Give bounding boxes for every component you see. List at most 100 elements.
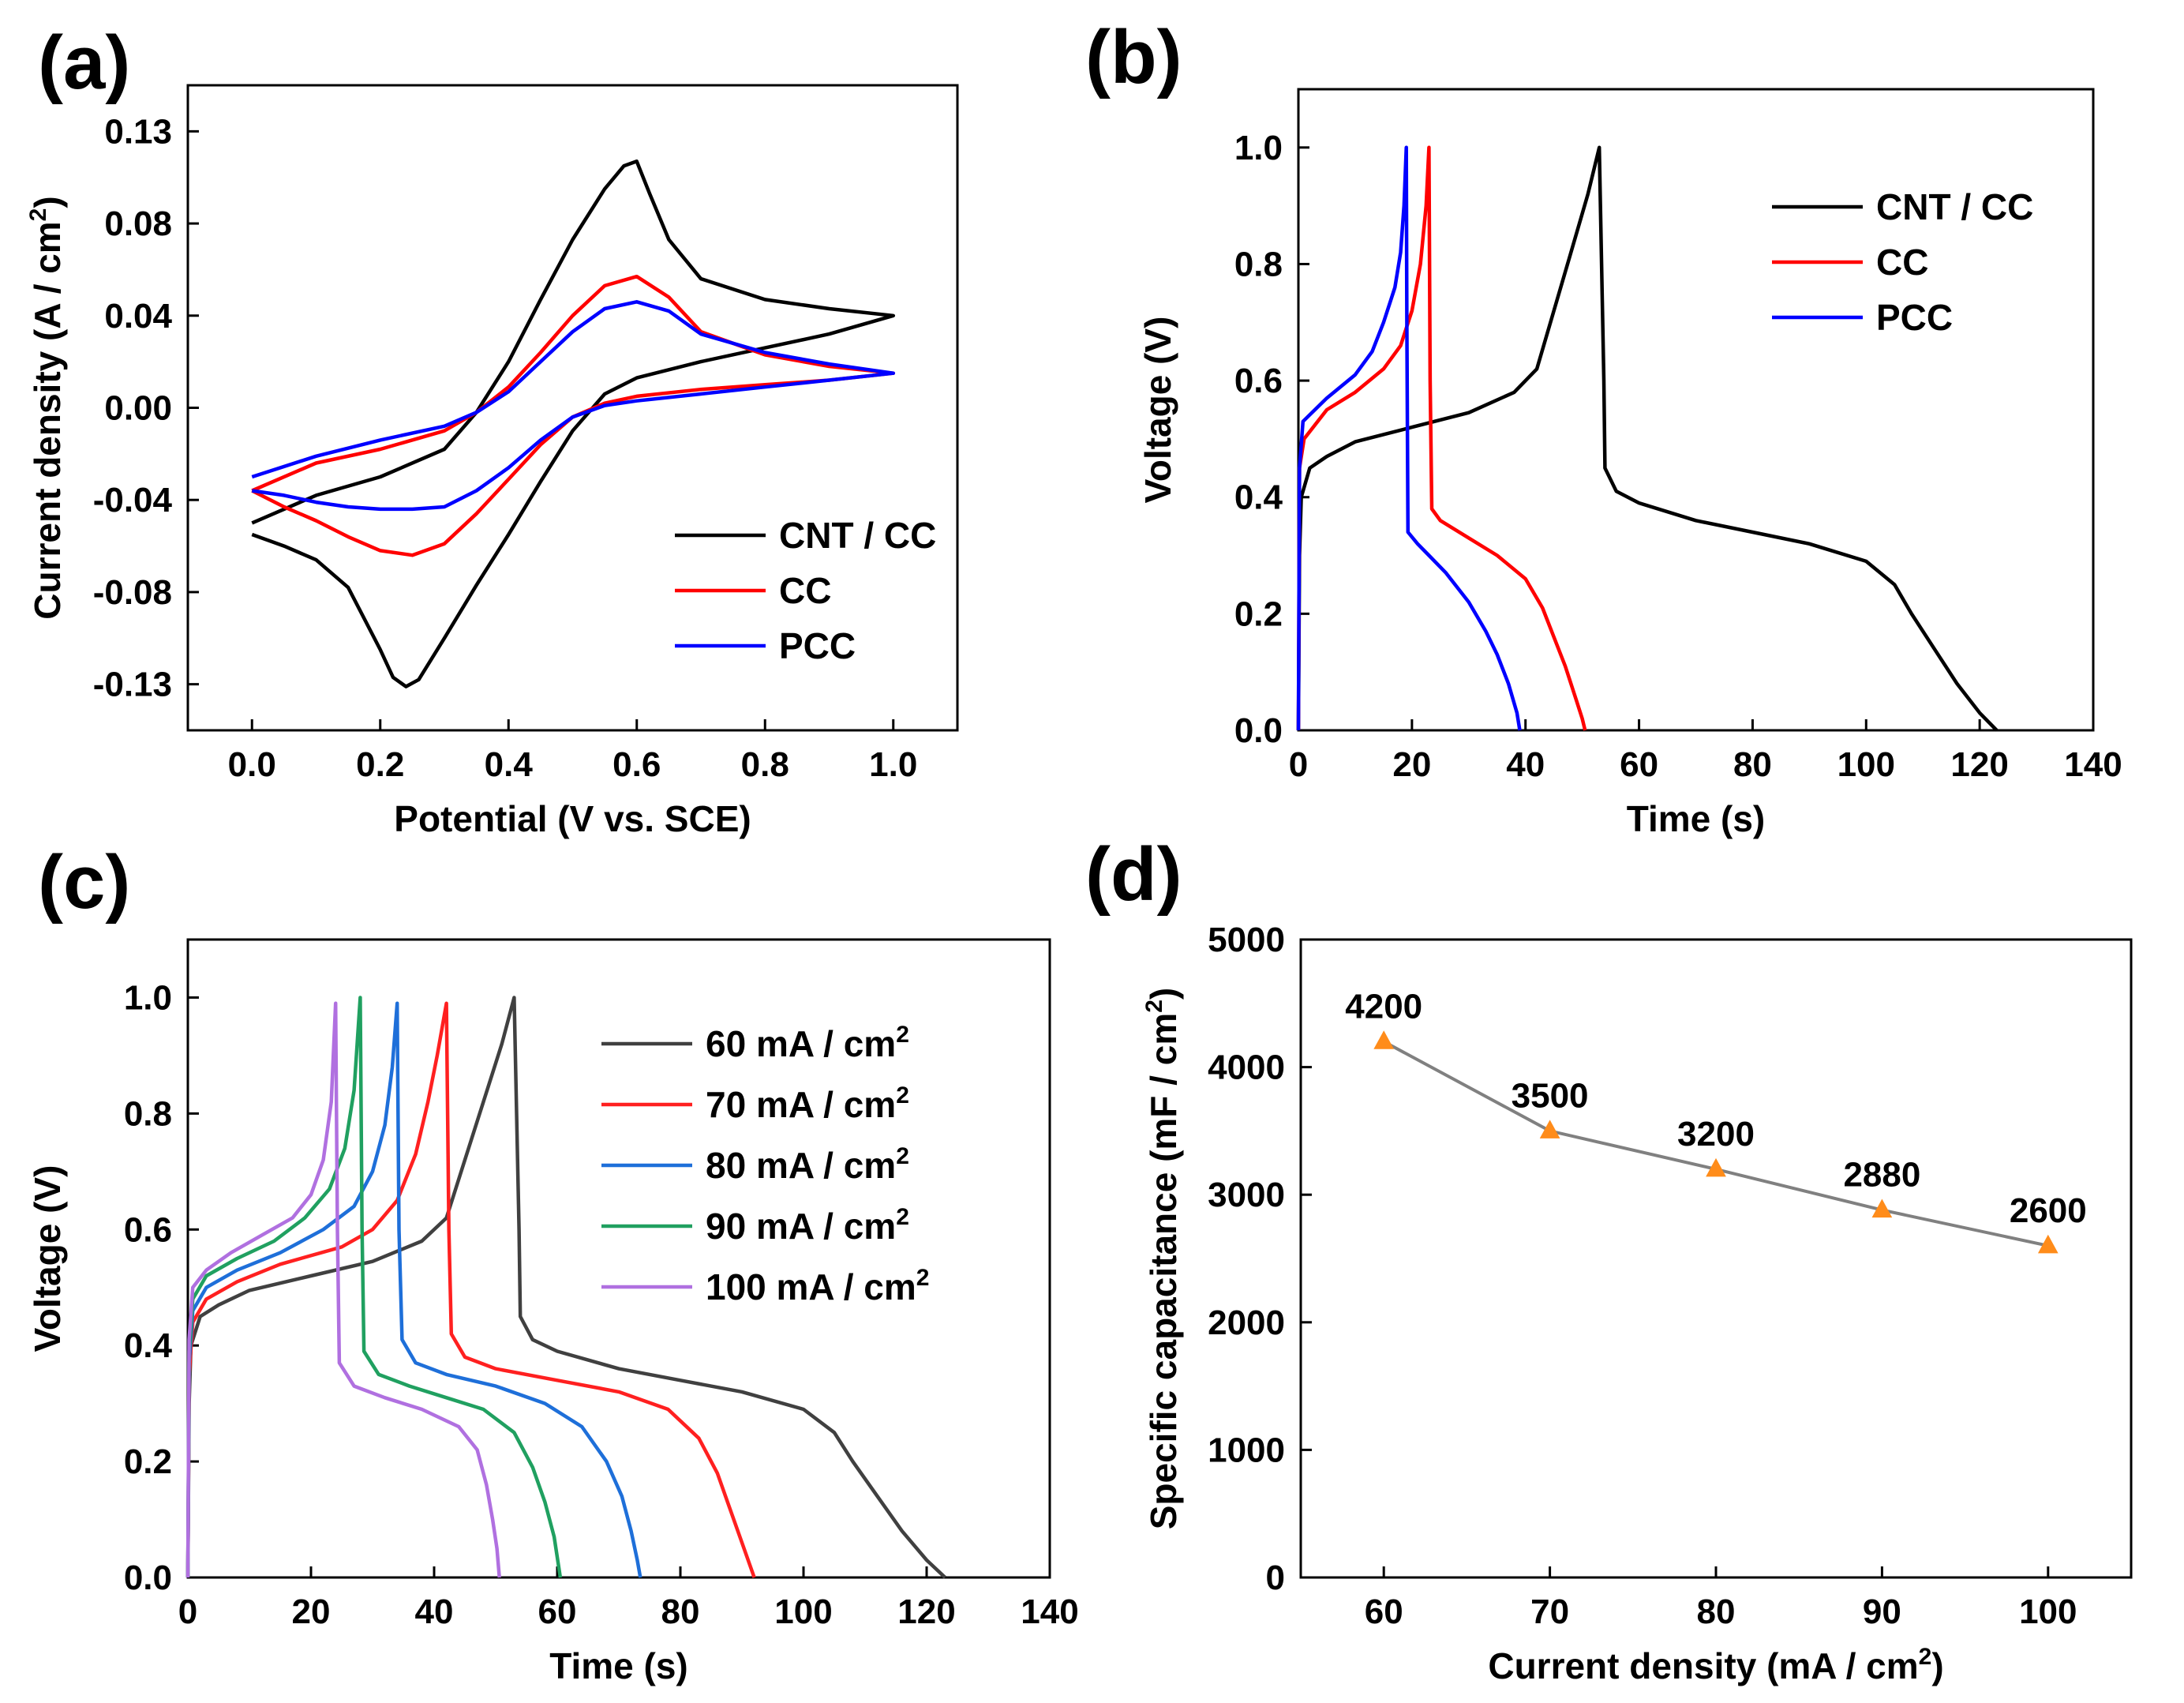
legend-label-c-3: 90 mA / cm2	[706, 1204, 909, 1247]
x-tick-label: 120	[897, 1592, 955, 1631]
x-axis-title-d-sup: 2	[1919, 1644, 1932, 1670]
capacitance-value-label: 2880	[1843, 1156, 1920, 1195]
y-tick-label: 0.8	[124, 1094, 172, 1133]
x-tick-label: 100	[2019, 1592, 2077, 1631]
x-axis-title-d: Current density (mA / cm2)	[1488, 1644, 1943, 1686]
plot-frame-c	[186, 938, 1051, 1579]
series-line-c-3	[185, 996, 563, 1578]
x-tick-label: 60	[1365, 1592, 1403, 1631]
y-tick-label: 0.4	[124, 1326, 173, 1365]
x-tick-label: 90	[1863, 1592, 1901, 1631]
y-tick-label: 0.08	[104, 204, 172, 243]
y-axis-title-d-end: )	[1143, 988, 1184, 1000]
legend-label-a-2: PCC	[779, 625, 856, 666]
y-tick-label: 0.2	[124, 1442, 172, 1481]
capacitance-value-label: 2600	[2010, 1191, 2087, 1230]
legend-label-c-1-sup: 2	[896, 1082, 909, 1108]
capacitance-value-label: 3500	[1512, 1076, 1589, 1115]
y-axis-title-c-base: Voltage (V)	[27, 1165, 68, 1352]
panel-label-d: (d)	[1085, 832, 1182, 917]
legend-label-c-0-sup: 2	[896, 1022, 909, 1048]
legend-label-c-2-base: 80 mA / cm	[706, 1145, 896, 1186]
legend-label-a-0-base: CNT / CC	[779, 515, 936, 556]
x-tick-label: 0.8	[741, 745, 789, 784]
capacitance-value-label: 3200	[1677, 1115, 1755, 1153]
series-line-c-1	[185, 1001, 756, 1578]
y-tick-label: 1.0	[1234, 129, 1283, 167]
x-tick-label: 0	[178, 1592, 197, 1631]
y-tick-label: -0.13	[93, 666, 172, 704]
y-axis-title-b: Voltage (V)	[1137, 317, 1178, 504]
legend-label-b-2-base: PCC	[1876, 297, 1953, 338]
x-axis-title-d-end: )	[1931, 1645, 1943, 1686]
legend-label-c-3-base: 90 mA / cm	[706, 1206, 896, 1247]
capacitance-marker	[1706, 1157, 1726, 1177]
series-line-c-4	[185, 1001, 501, 1578]
x-axis-title-a-base: Potential (V vs. SCE)	[394, 798, 751, 839]
panel-a: (a) 0.0 0.2 0.4 0.6 0.8 1.0 0.13 0.08 0.04 0.00 -0.…	[25, 21, 959, 839]
legend-label-c-4: 100 mA / cm2	[706, 1265, 929, 1307]
x-tick-label: 60	[538, 1592, 577, 1631]
x-tick-label: 20	[292, 1592, 331, 1631]
x-tick-label: 70	[1530, 1592, 1569, 1631]
x-tick-label: 1.0	[869, 745, 917, 784]
y-axis-title-b-base: Voltage (V)	[1137, 317, 1178, 504]
x-tick-label: 80	[1697, 1592, 1736, 1631]
legend-label-a-1-base: CC	[779, 570, 831, 611]
capacitance-marker	[2037, 1234, 2059, 1254]
legend-label-c-0: 60 mA / cm2	[706, 1022, 909, 1064]
x-tick-label: 0.0	[228, 745, 276, 784]
x-tick-label: 120	[1950, 745, 2008, 784]
x-tick-label: 100	[1837, 745, 1895, 784]
x-axis-title-b: Time (s)	[1627, 798, 1766, 839]
y-axis-title-c: Voltage (V)	[27, 1165, 68, 1352]
x-tick-label: 140	[1021, 1592, 1078, 1631]
panel-b: (b) 0 20 40 60 80 100 120 140 0.0 0.2 0.4 0.6 0.8 1.0 T…	[1085, 15, 2122, 839]
x-tick-label: 100	[774, 1592, 832, 1631]
legend-label-c-4-sup: 2	[916, 1265, 930, 1291]
x-axis-title-d-base: Current density (mA / cm	[1488, 1645, 1918, 1686]
x-tick-label: 40	[415, 1592, 454, 1631]
y-tick-label: 0.6	[124, 1210, 172, 1249]
x-tick-label: 0.6	[612, 745, 661, 784]
legend-label-b-1: CC	[1876, 242, 1928, 283]
legend-label-b-2: PCC	[1876, 297, 1953, 338]
legend-label-b-1-base: CC	[1876, 242, 1928, 283]
series-line-b-1	[1296, 145, 1587, 731]
legend-label-b-0: CNT / CC	[1876, 186, 2033, 227]
y-axis-title-d: Specific capacitance (mF / cm2)	[1141, 988, 1184, 1530]
legend-label-a-0: CNT / CC	[779, 515, 936, 556]
x-tick-label: 80	[1733, 745, 1772, 784]
y-tick-label: 0.04	[104, 297, 172, 336]
x-tick-label: 140	[2064, 745, 2122, 784]
y-tick-label: 0.4	[1234, 478, 1283, 517]
capacitance-value-label: 4200	[1345, 987, 1422, 1026]
panel-label-a: (a)	[38, 21, 130, 105]
y-tick-label: 0.8	[1234, 245, 1283, 283]
y-tick-label: -0.08	[93, 573, 172, 612]
y-tick-label: 4000	[1208, 1048, 1285, 1087]
x-tick-label: 20	[1392, 745, 1431, 784]
legend-label-a-2-base: PCC	[779, 625, 856, 666]
y-tick-label: 5000	[1208, 921, 1285, 959]
capacitance-marker	[1373, 1030, 1395, 1049]
y-tick-label: 1000	[1208, 1431, 1285, 1469]
panel-label-b: (b)	[1085, 15, 1182, 99]
series-line-a-0	[251, 159, 896, 688]
legend-label-c-2-sup: 2	[896, 1143, 909, 1169]
y-axis-title-a-end: )	[27, 196, 68, 208]
x-axis-title-c: Time (s)	[549, 1645, 688, 1686]
legend-label-c-3-sup: 2	[896, 1204, 909, 1230]
x-tick-label: 40	[1506, 745, 1545, 784]
y-axis-title-a: Current density (A / cm2)	[25, 196, 68, 619]
x-axis-title-a: Potential (V vs. SCE)	[394, 798, 751, 839]
x-tick-label: 80	[661, 1592, 700, 1631]
x-tick-label: 60	[1620, 745, 1658, 784]
x-axis-title-b-base: Time (s)	[1627, 798, 1766, 839]
capacitance-marker	[1871, 1198, 1893, 1218]
legend-label-a-1: CC	[779, 570, 831, 611]
y-axis-title-d-sup: 2	[1141, 1000, 1167, 1013]
x-tick-label: 0.2	[356, 745, 404, 784]
